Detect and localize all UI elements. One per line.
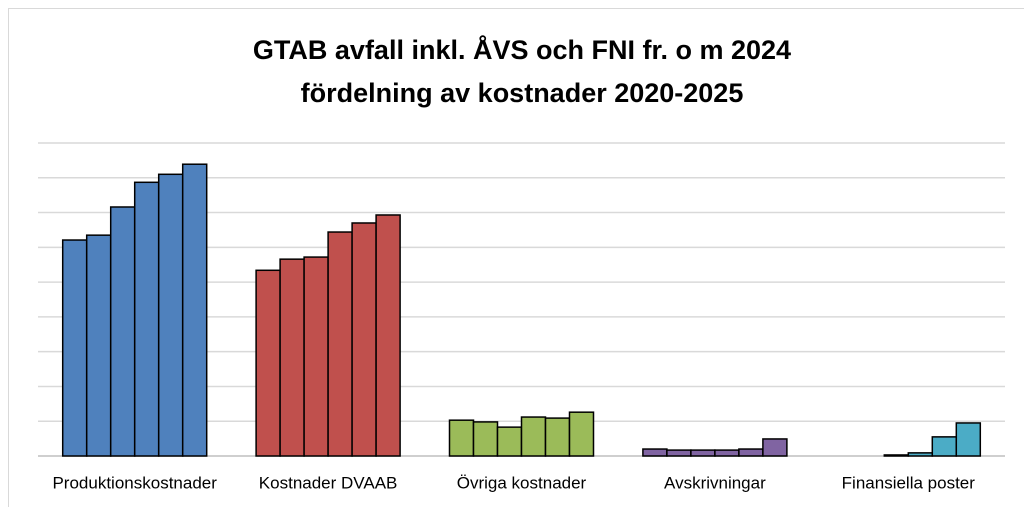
- bar: [762, 438, 788, 457]
- bar: [61, 239, 88, 457]
- bar: [568, 411, 595, 457]
- x-tick-label: Kostnader DVAAB: [259, 473, 398, 492]
- chart-title: GTAB avfall inkl. ÅVS och FNI fr. o m 20…: [253, 34, 791, 65]
- bar: [375, 214, 401, 457]
- bar: [255, 269, 281, 457]
- bar: [907, 452, 934, 457]
- chart-subtitle: fördelning av kostnader 2020-2025: [301, 78, 744, 108]
- bar: [279, 258, 305, 457]
- bar: [520, 416, 547, 457]
- bar: [738, 448, 764, 457]
- bar: [642, 448, 668, 457]
- bar: [351, 222, 377, 457]
- bar: [883, 454, 910, 457]
- bar: [327, 231, 353, 457]
- bar: [690, 449, 716, 457]
- bar: [472, 421, 499, 457]
- x-tick-label: Övriga kostnader: [457, 473, 587, 492]
- bar: [181, 163, 208, 457]
- x-tick-label: Avskrivningar: [664, 473, 766, 492]
- bar: [714, 449, 740, 457]
- bar: [157, 173, 184, 457]
- bar: [303, 256, 329, 457]
- bar: [955, 422, 982, 457]
- bar: [496, 426, 523, 457]
- x-tick-label: Finansiella poster: [842, 473, 976, 492]
- bar: [133, 181, 160, 457]
- bar: [448, 419, 475, 457]
- bar: [109, 206, 136, 457]
- bar: [85, 234, 112, 457]
- bar: [931, 436, 958, 457]
- bar: [544, 417, 571, 457]
- x-tick-label: Produktionskostnader: [52, 473, 217, 492]
- bar: [666, 449, 692, 457]
